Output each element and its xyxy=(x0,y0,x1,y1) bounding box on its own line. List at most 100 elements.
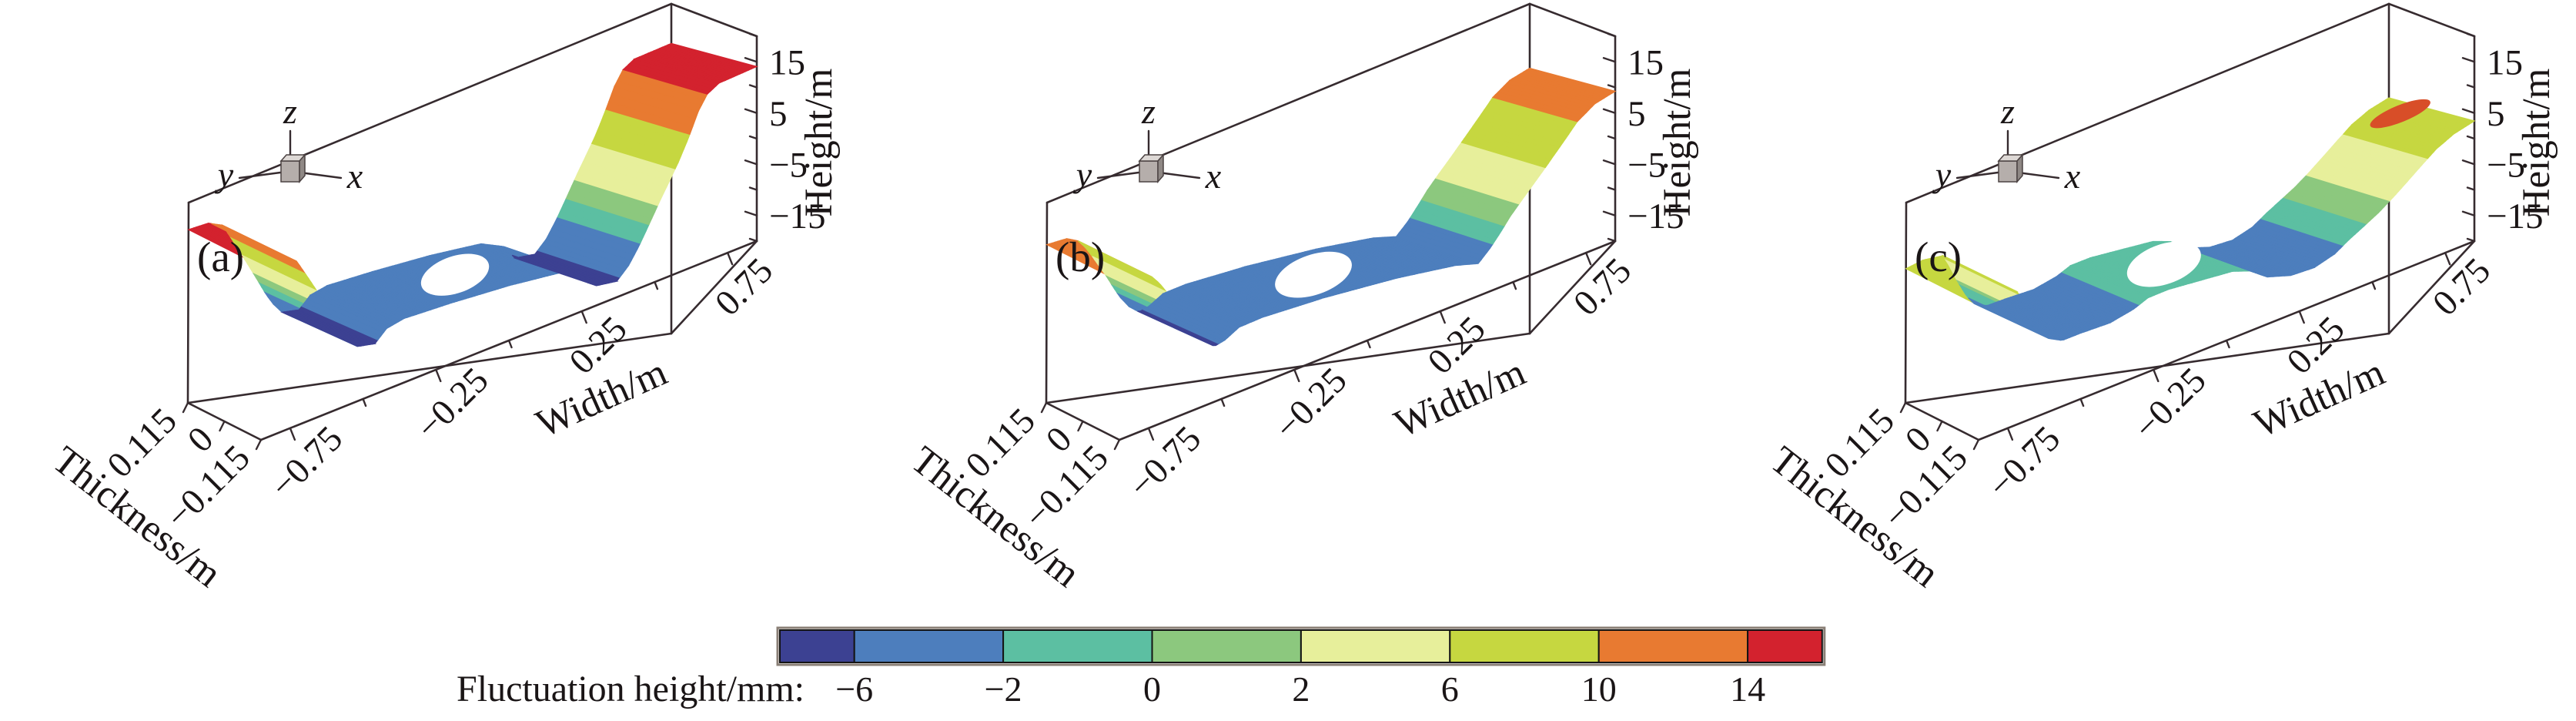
height-minor-tick xyxy=(2466,186,2476,191)
thickness-tick xyxy=(1113,438,1121,451)
box-edge xyxy=(1528,2,1617,38)
box-edge xyxy=(1045,201,1049,404)
legend-swatch xyxy=(1449,629,1600,663)
surface-hole xyxy=(420,253,490,296)
height-axis-title: Height/m xyxy=(798,69,841,217)
legend-swatch xyxy=(1300,629,1451,663)
triad-cube-front xyxy=(280,160,300,183)
legend-boundary-label: 10 xyxy=(1581,669,1617,709)
width-tick-label: 0.75 xyxy=(708,250,781,324)
height-tick-label: 15 xyxy=(769,42,805,82)
surface-hot-spot xyxy=(2370,99,2430,129)
surface-band xyxy=(667,42,758,69)
triad-y-label: y xyxy=(1073,155,1092,194)
width-major-tick xyxy=(289,427,296,441)
height-tick-label: −15 xyxy=(769,196,826,236)
thickness-tick xyxy=(219,420,226,432)
height-minor-tick xyxy=(748,237,758,243)
triad-x-line xyxy=(1157,171,1201,179)
triad-z-label: z xyxy=(283,92,297,131)
width-major-tick xyxy=(435,368,442,383)
height-minor-tick xyxy=(748,135,758,140)
width-tick-label: −0.25 xyxy=(409,360,497,448)
surface-plot-panel-c: −0.75−0.250.250.750.1150−0.115155−5−15He… xyxy=(1762,2,2558,593)
triad-y-line xyxy=(1096,171,1140,179)
triad-cube-front xyxy=(1139,160,1159,183)
legend-swatch xyxy=(1597,629,1749,663)
height-major-tick xyxy=(744,57,758,63)
width-major-tick xyxy=(2153,368,2159,383)
height-minor-tick xyxy=(1607,32,1617,38)
colorbar-legend: Fluctuation height/mm: −6 −2 0 2 6 10 14 xyxy=(457,626,1826,709)
width-tick-label: 0.75 xyxy=(2425,250,2498,324)
width-minor-tick xyxy=(1366,339,1371,349)
height-major-tick xyxy=(2461,108,2476,114)
surface-hole xyxy=(1275,251,1352,298)
triad-cube-side xyxy=(2016,153,2023,183)
box-edge xyxy=(1904,201,1908,404)
surface-ribbon xyxy=(1045,67,1617,347)
triad-z-label: z xyxy=(1141,92,1156,131)
legend-boundary-label: −2 xyxy=(985,669,1022,709)
height-tick-label: 15 xyxy=(2487,42,2523,82)
width-minor-tick xyxy=(2371,280,2377,290)
height-tick-label: −5 xyxy=(769,145,808,185)
box-edge xyxy=(1905,2,2390,204)
width-major-tick xyxy=(726,251,734,266)
colorbar-swatches xyxy=(776,626,1826,666)
height-minor-tick xyxy=(1607,186,1617,191)
legend-swatch xyxy=(1002,629,1153,663)
width-major-tick xyxy=(1439,310,1446,324)
panel-label: (c) xyxy=(1915,233,1962,280)
triad-cube-side xyxy=(299,153,306,183)
height-major-tick xyxy=(744,159,758,166)
height-axis-title: Height/m xyxy=(1656,69,1699,217)
triad-cube-front xyxy=(1998,160,2018,183)
legend-swatch xyxy=(853,629,1005,663)
width-minor-tick xyxy=(1220,397,1226,407)
width-tick-label: −0.25 xyxy=(2126,360,2214,448)
surface-ribbon xyxy=(1905,97,2476,341)
box-edge xyxy=(1045,332,1531,404)
triad-y-line xyxy=(238,171,282,179)
axis-labels: −0.75−0.250.250.750.1150−0.115155−5−15He… xyxy=(903,42,1699,593)
plot-box-wireframe xyxy=(1045,2,1617,441)
height-minor-tick xyxy=(1607,84,1617,89)
surface-hole xyxy=(2126,241,2201,287)
legend-boundary-label: 2 xyxy=(1292,669,1310,709)
width-major-tick xyxy=(1584,251,1592,266)
width-minor-tick xyxy=(507,339,513,349)
width-major-tick xyxy=(2006,427,2014,441)
box-edge xyxy=(187,2,673,204)
legend-boundary-label: 6 xyxy=(1441,669,1459,709)
width-major-tick xyxy=(1293,368,1300,383)
thickness-tick xyxy=(1899,401,1907,414)
thickness-tick xyxy=(1936,420,1943,432)
legend-border xyxy=(776,626,1826,666)
triad-x-label: x xyxy=(1205,156,1222,196)
height-minor-tick xyxy=(2466,237,2476,243)
height-minor-tick xyxy=(1607,135,1617,140)
triad-x-line xyxy=(299,171,343,179)
height-minor-tick xyxy=(2466,84,2476,89)
box-edge xyxy=(1904,332,2390,404)
height-major-tick xyxy=(2461,57,2476,63)
box-edge xyxy=(186,332,673,404)
panel-label: (a) xyxy=(197,233,244,280)
height-tick-label: 15 xyxy=(1628,42,1664,82)
width-tick-label: −0.25 xyxy=(1267,360,1355,448)
width-major-tick xyxy=(580,310,587,324)
box-edge xyxy=(1045,2,1531,204)
height-major-tick xyxy=(744,210,758,216)
height-major-tick xyxy=(1602,210,1617,216)
axis-labels: −0.75−0.250.250.750.1150−0.115155−5−15He… xyxy=(45,42,841,593)
thickness-tick xyxy=(1040,401,1048,414)
surface-band xyxy=(1525,67,1617,94)
height-tick-label: 5 xyxy=(1628,94,1646,134)
height-tick-label: −5 xyxy=(2487,145,2525,185)
height-minor-tick xyxy=(748,84,758,89)
width-major-tick xyxy=(1147,427,1155,441)
box-edge xyxy=(2387,2,2476,38)
triad-x-label: x xyxy=(2064,156,2081,196)
width-minor-tick xyxy=(2225,339,2230,349)
